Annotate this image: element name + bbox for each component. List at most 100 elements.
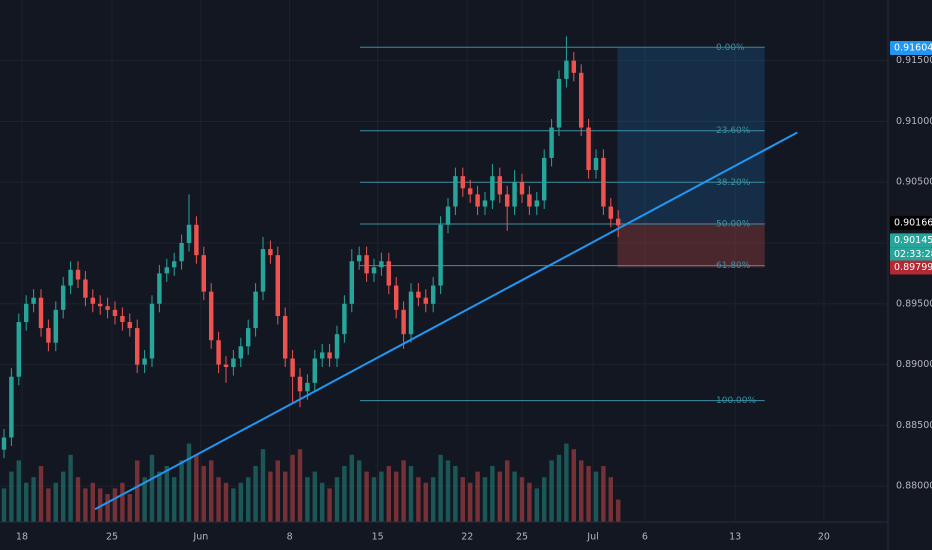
- volume-bar: [223, 482, 229, 522]
- candle-body: [9, 376, 14, 438]
- volume-bar: [90, 482, 96, 522]
- candle-body: [186, 224, 192, 244]
- countdown-tag: [890, 247, 932, 262]
- volume-bar: [342, 466, 347, 522]
- candle-body: [327, 352, 332, 359]
- price-tag: [890, 215, 932, 230]
- candle-body: [60, 285, 66, 310]
- volume-bar: [142, 477, 147, 522]
- volume-bar: [53, 482, 59, 522]
- candle-body: [120, 315, 125, 323]
- price-tag: [890, 41, 932, 56]
- volume-bar: [171, 477, 177, 522]
- volume-bar: [460, 477, 466, 522]
- candle-body: [53, 309, 59, 343]
- volume-bar: [527, 482, 532, 522]
- volume-bar: [445, 460, 451, 522]
- candle-body: [356, 255, 362, 262]
- volume-bar: [401, 460, 406, 522]
- y-tick-label: 0.91000: [896, 116, 932, 127]
- candle-body: [445, 206, 451, 225]
- candle-body: [201, 255, 207, 292]
- volume-bar: [68, 454, 73, 522]
- volume-bar: [208, 460, 214, 522]
- candle-body: [571, 60, 577, 73]
- y-tick-label: 0.91500: [896, 55, 932, 66]
- volume-bar: [549, 460, 554, 522]
- volume-bar: [231, 488, 236, 522]
- volume-bar: [327, 488, 332, 522]
- volume-bar: [482, 477, 488, 522]
- x-tick-label: Jul: [586, 532, 598, 543]
- candle-body: [527, 194, 532, 207]
- candle-body: [549, 127, 554, 158]
- candle-body: [38, 297, 44, 329]
- candle-body: [401, 309, 406, 335]
- volume-bar: [134, 460, 140, 522]
- volume-bar: [416, 477, 421, 522]
- price-axis: [888, 0, 932, 550]
- candle-body: [534, 200, 540, 207]
- candle-body: [578, 72, 584, 128]
- volume-bar: [601, 466, 606, 522]
- candle-body: [430, 285, 436, 304]
- candle-body: [68, 269, 73, 286]
- fib-label: 100.00%: [716, 396, 756, 406]
- candle-body: [223, 364, 229, 368]
- volume-bar: [571, 449, 577, 522]
- candle-body: [134, 328, 140, 365]
- candle-body: [541, 157, 547, 201]
- volume-bar: [504, 460, 510, 522]
- volume-bar: [97, 488, 103, 522]
- volume-bar: [46, 488, 51, 522]
- volume-bar: [371, 477, 377, 522]
- trendline: [94, 131, 798, 511]
- candle-body: [349, 261, 355, 304]
- volume-bar: [578, 460, 584, 522]
- x-tick-label: 6: [642, 532, 648, 543]
- y-tick-label: 0.88000: [896, 481, 932, 492]
- candle-body: [253, 291, 258, 329]
- candle-body: [504, 194, 510, 207]
- volume-bar: [120, 482, 125, 522]
- y-tick-label: 0.89500: [896, 298, 932, 309]
- candle-body: [127, 322, 133, 329]
- price-tag-label: 0.90145: [894, 235, 932, 246]
- volume-bar: [438, 454, 443, 522]
- volume-bar: [23, 482, 29, 522]
- price-tag-label: 0.90166: [894, 217, 932, 228]
- candle-body: [268, 249, 273, 256]
- candle-body: [97, 303, 103, 307]
- candle-body: [149, 303, 155, 359]
- candle-body: [497, 176, 503, 195]
- volume-bar: [497, 471, 503, 522]
- price-tag: [890, 233, 932, 248]
- volume-bar: [556, 454, 562, 522]
- volume-bar: [201, 466, 207, 522]
- candle-body: [334, 334, 340, 359]
- volume-bar: [430, 477, 436, 522]
- volume-bar: [60, 471, 66, 522]
- volume-bar: [253, 466, 258, 522]
- candle-body: [31, 297, 36, 304]
- candle-body: [556, 78, 562, 128]
- candle-body: [179, 243, 184, 262]
- candle-body: [171, 261, 177, 268]
- volume-bar: [593, 471, 599, 522]
- volume-bar: [105, 494, 110, 522]
- volume-bar: [541, 477, 547, 522]
- candle-body: [512, 182, 517, 207]
- candle-body: [423, 297, 429, 304]
- candle-body: [245, 328, 251, 347]
- price-tag: [890, 260, 932, 275]
- x-tick-label: 13: [729, 532, 741, 543]
- volume-bar: [75, 477, 81, 522]
- volume-bar: [245, 477, 251, 522]
- volume-bar: [297, 449, 303, 522]
- volume-bar: [194, 454, 199, 522]
- x-tick-label: 25: [106, 532, 118, 543]
- candle-body: [379, 261, 384, 268]
- volume-bar: [490, 466, 495, 522]
- candle-body: [519, 182, 525, 195]
- volume-bar: [268, 471, 273, 522]
